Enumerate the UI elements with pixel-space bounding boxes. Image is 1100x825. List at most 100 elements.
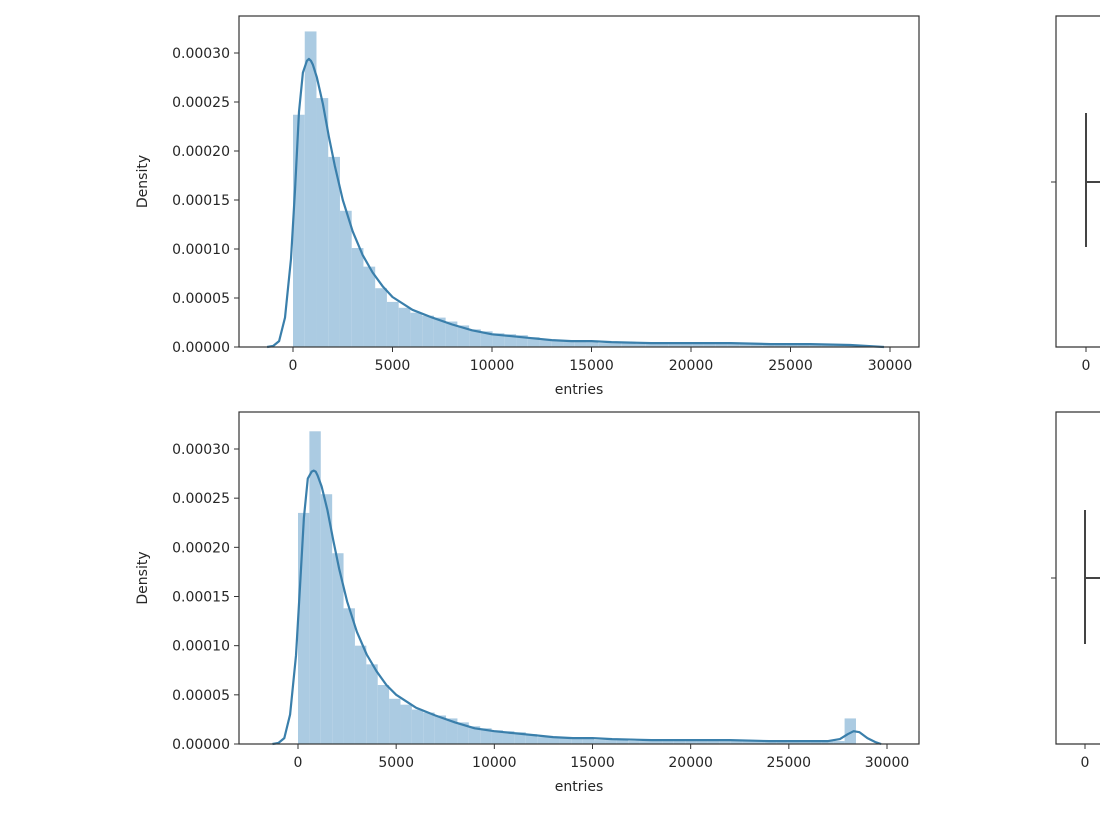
histogram-bar <box>598 343 611 347</box>
axes-frame <box>238 15 920 348</box>
x-tick-label: 15000 <box>569 358 614 374</box>
histogram-bar <box>750 344 763 347</box>
histogram-bar <box>468 726 481 744</box>
histogram-bar <box>354 645 367 744</box>
histogram-bar <box>320 494 333 744</box>
bottom-row: 0.00000 0.00005 0.00010 0.00015 0.00020 0.000… <box>0 396 1100 825</box>
histogram-bar <box>309 431 321 744</box>
y-axis: 0.00000 0.00005 0.00010 0.00015 0.00020 0.000… <box>172 442 239 753</box>
histogram-bar <box>514 732 526 744</box>
x-tick-label: 15000 <box>570 755 615 771</box>
histogram-bar <box>563 341 575 347</box>
y-tick-label: 0.00020 <box>172 144 230 160</box>
y-tick-label: 0.00000 <box>172 340 230 356</box>
histogram-top: 0.00000 0.00005 0.00010 0.00015 0.00020 0.000… <box>135 15 1100 398</box>
x-tick-label: 20000 <box>668 755 713 771</box>
histogram-bar <box>742 741 754 744</box>
x-tick-label: 5000 <box>375 358 411 374</box>
histogram-bar <box>559 738 572 744</box>
histogram-bar <box>715 344 728 347</box>
histogram-bar <box>730 741 743 744</box>
histogram-bar <box>445 321 458 347</box>
histogram-bar <box>574 341 587 347</box>
axes-frame <box>238 411 920 745</box>
histogram-bar <box>739 344 751 347</box>
histogram-bar <box>692 344 704 347</box>
histogram-bar <box>833 741 845 744</box>
histogram-bar <box>480 728 492 744</box>
kde-curve <box>272 469 882 746</box>
boxplot-partial: 0 <box>1051 15 1100 374</box>
histogram-bar <box>504 334 517 347</box>
x-tick-label: 10000 <box>470 358 515 374</box>
histogram-bar <box>685 741 697 744</box>
y-tick-label: 0.00025 <box>172 491 230 507</box>
x-axis: 0 5000 10000 15000 20000 25000 30000 <box>294 744 910 771</box>
histogram-bar <box>491 730 503 744</box>
boxplot-x-tick-label: 0 <box>1081 755 1090 771</box>
histogram-bar <box>753 741 765 744</box>
histogram-bar <box>537 737 549 744</box>
histogram-bar <box>656 344 669 347</box>
histogram-bar <box>548 737 560 744</box>
y-tick-label: 0.00010 <box>172 242 230 258</box>
histogram-bar <box>662 741 674 744</box>
histogram-bar <box>446 718 458 744</box>
histogram-bar <box>810 741 822 744</box>
y-tick-label: 0.00005 <box>172 291 230 307</box>
x-tick-label: 5000 <box>378 755 414 771</box>
histogram-bar <box>502 731 515 744</box>
histogram-bar <box>668 344 681 347</box>
x-tick-label: 30000 <box>868 358 913 374</box>
histogram-bar <box>651 741 663 744</box>
histogram-bar <box>469 329 481 347</box>
x-tick-label: 25000 <box>767 755 812 771</box>
histogram-bar <box>680 344 693 347</box>
histogram-bar <box>516 335 528 347</box>
x-tick-label: 25000 <box>768 358 813 374</box>
histogram-bar <box>525 734 538 744</box>
histogram-bar <box>707 741 720 744</box>
y-tick-label: 0.00015 <box>172 590 230 606</box>
y-tick-label: 0.00020 <box>172 540 230 556</box>
histogram-bar <box>821 741 834 744</box>
histogram-bar <box>377 685 390 744</box>
histogram-bar <box>389 698 401 744</box>
x-axis: 0 5000 10000 15000 20000 25000 30000 <box>289 347 913 374</box>
histogram-bar <box>809 344 822 347</box>
y-tick-label: 0.00015 <box>172 193 230 209</box>
y-axis-label: Density <box>135 551 151 604</box>
histogram-bar <box>400 704 412 744</box>
x-axis-label: entries <box>555 382 604 398</box>
histogram-bar <box>527 337 540 347</box>
x-tick-label: 30000 <box>865 755 910 771</box>
histogram-bar <box>457 722 469 744</box>
histogram-bar <box>434 715 447 744</box>
y-axis-label: Density <box>135 155 151 208</box>
histogram-bar <box>616 740 629 744</box>
histogram-bar <box>363 266 376 347</box>
histogram-bar <box>594 740 606 744</box>
boxplot-partial: 0 <box>1051 411 1100 771</box>
histogram-bar <box>433 317 446 347</box>
histogram-bar <box>492 333 505 347</box>
histogram-bar <box>298 512 310 744</box>
histogram-bar <box>343 608 355 744</box>
histogram-bar <box>797 344 810 347</box>
histogram-bar <box>551 340 564 347</box>
histogram-bar <box>605 740 617 744</box>
histogram-bar <box>610 343 622 347</box>
histogram-bar <box>628 741 640 744</box>
x-tick-label: 10000 <box>472 755 517 771</box>
histogram-bar <box>411 709 424 744</box>
x-tick-label: 20000 <box>669 358 714 374</box>
histogram-bar <box>316 98 329 347</box>
histogram-bar <box>586 342 599 347</box>
top-row: 0.00000 0.00005 0.00010 0.00015 0.00020 0.000… <box>0 0 1100 412</box>
histogram-bar <box>844 718 856 744</box>
histogram-bar <box>339 210 352 347</box>
histogram-bar <box>639 741 652 744</box>
histogram-bar <box>633 343 646 347</box>
x-axis-label: entries <box>555 779 604 795</box>
histogram-bar <box>787 741 800 744</box>
